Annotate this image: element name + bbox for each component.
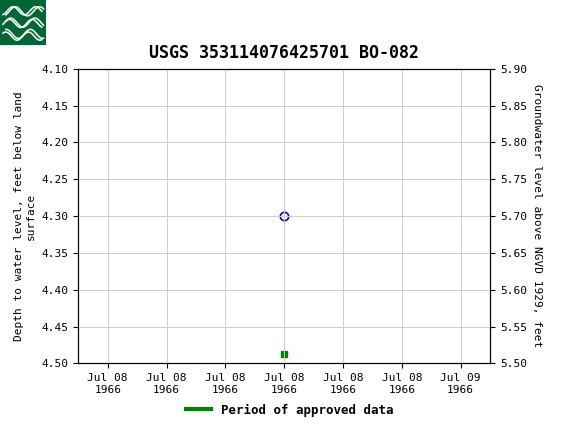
Y-axis label: Depth to water level, feet below land
surface: Depth to water level, feet below land su… [14,91,36,341]
Y-axis label: Groundwater level above NGVD 1929, feet: Groundwater level above NGVD 1929, feet [532,84,542,348]
Legend: Period of approved data: Period of approved data [181,399,399,421]
Bar [0,0,46,45]
Title: USGS 353114076425701 BO-082: USGS 353114076425701 BO-082 [149,44,419,61]
Text: USGS: USGS [49,13,113,34]
